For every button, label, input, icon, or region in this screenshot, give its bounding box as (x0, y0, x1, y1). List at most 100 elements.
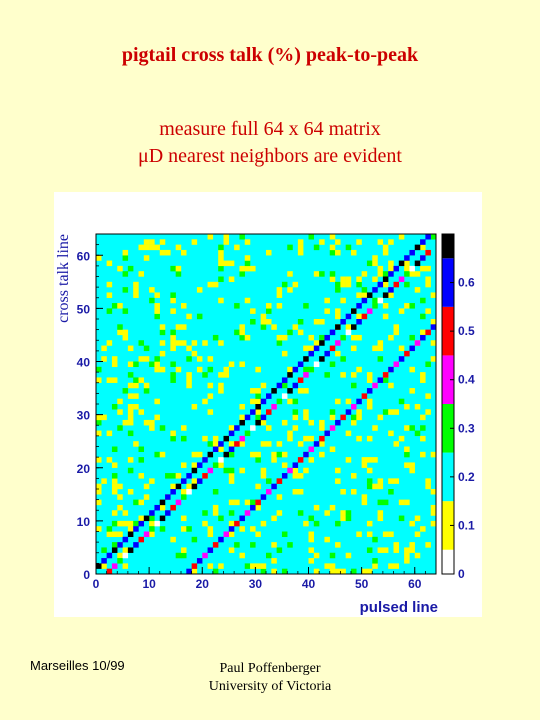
heatmap-cell (425, 409, 431, 415)
x-tick-label: 50 (355, 577, 369, 591)
heatmap-cell (425, 276, 431, 283)
heatmap-cell (404, 265, 410, 272)
heatmap-diagonal-cell (292, 382, 299, 389)
heatmap-diagonal-cell (266, 489, 272, 495)
heatmap-cell (430, 504, 437, 511)
heatmap-diagonal-cell (377, 377, 384, 383)
colorbar-tick-label: 0 (458, 567, 465, 581)
heatmap-cell (404, 425, 410, 431)
heatmap-cell (186, 372, 192, 378)
heatmap-diagonal-cell (398, 356, 405, 362)
heatmap-cell (281, 419, 288, 426)
heatmap-cell (207, 234, 214, 240)
heatmap-cell (143, 356, 150, 362)
heatmap-cell (138, 356, 145, 362)
heatmap-diagonal-cell (382, 276, 389, 283)
heatmap-cell (228, 441, 235, 447)
heatmap-cell (356, 334, 362, 341)
heatmap-diagonal-cell (117, 558, 123, 564)
heatmap-cell (303, 467, 309, 474)
colorbar-band (442, 501, 454, 550)
heatmap-cell (361, 287, 368, 293)
heatmap-diagonal-cell (393, 265, 400, 272)
y-axis-ticks: 0 10 20 30 40 50 60 (77, 233, 103, 582)
heatmap-cell (260, 382, 267, 389)
heatmap-cell (366, 377, 373, 383)
heatmap-diagonal-cell (366, 308, 373, 314)
heatmap-diagonal-cell (345, 313, 352, 320)
heatmap-cell (138, 499, 145, 506)
heatmap-diagonal-cell (271, 404, 277, 410)
heatmap-cell (324, 536, 330, 543)
heatmap-diagonal-cell (308, 366, 315, 373)
heatmap-cell (255, 457, 261, 463)
colorbar-tick-label: 0.4 (458, 373, 475, 387)
heatmap-cell (175, 552, 182, 559)
heatmap-cell (420, 297, 426, 304)
heatmap-cell (366, 568, 373, 575)
heatmap-cell (207, 441, 214, 447)
heatmap-cell (170, 292, 176, 298)
heatmap-cell (276, 334, 283, 341)
heatmap-cell (398, 345, 405, 352)
heatmap-cell (122, 329, 129, 336)
heatmap-cell (398, 234, 405, 240)
heatmap-cell (170, 430, 176, 437)
heatmap-cell (127, 526, 134, 532)
heatmap-cell (335, 239, 341, 245)
heatmap-diagonal-cell (372, 382, 378, 389)
subtitle-line-1: measure full 64 x 64 matrix (159, 118, 381, 140)
heatmap-cell (313, 340, 320, 346)
heatmap-cell (127, 265, 134, 272)
heatmap-cell (271, 324, 277, 330)
heatmap-diagonal-cell (297, 361, 304, 368)
heatmap-cell (191, 451, 198, 458)
heatmap-cell (324, 297, 330, 304)
heatmap-cell (127, 520, 134, 527)
heatmap-diagonal-cell (228, 430, 235, 437)
heatmap-diagonal-cell (271, 388, 277, 394)
heatmap-cell (377, 499, 384, 506)
heatmap-cell (138, 409, 145, 415)
heatmap-diagonal-cell (398, 276, 405, 283)
heatmap-cell (287, 542, 293, 548)
heatmap-cell (196, 287, 203, 293)
heatmap-cell (149, 478, 155, 484)
heatmap-diagonal-cell (351, 308, 357, 314)
heatmap-diagonal-cell (223, 531, 230, 538)
heatmap-cell (308, 457, 315, 463)
heatmap-cell (207, 409, 214, 415)
heatmap-cell (181, 547, 187, 553)
heatmap-cell (404, 547, 410, 553)
colorbar-band (442, 549, 454, 574)
heatmap-cell (122, 287, 129, 293)
heatmap-cell (255, 398, 261, 405)
heatmap-cell (175, 244, 182, 251)
heatmap-diagonal-cell (287, 388, 293, 394)
heatmap-cell (239, 526, 245, 532)
heatmap-diagonal-cell (345, 329, 352, 336)
heatmap-cell (335, 520, 341, 527)
heatmap-cell (212, 510, 219, 516)
heatmap-cell (96, 255, 102, 261)
heatmap-cell (271, 451, 277, 458)
heatmap-cell (361, 462, 368, 468)
heatmap-cell (170, 345, 176, 352)
heatmap-cell (154, 366, 160, 373)
heatmap-cell (388, 382, 394, 389)
heatmap-diagonal-cell (255, 419, 261, 426)
heatmap-cell (244, 239, 251, 245)
heatmap-cell (186, 377, 192, 383)
heatmap-cell (351, 489, 357, 495)
heatmap-diagonal-cell (319, 435, 325, 442)
heatmap-cell (106, 526, 113, 532)
heatmap-cell (228, 499, 235, 506)
heatmap-diagonal-cell (351, 324, 357, 330)
heatmap-cell (425, 265, 431, 272)
heatmap-cell (430, 340, 437, 346)
heatmap-cell (186, 356, 192, 362)
heatmap-diagonal-cell (366, 388, 373, 394)
heatmap-diagonal-cell (372, 303, 378, 309)
heatmap-diagonal-cell (212, 446, 219, 453)
heatmap-cell (218, 265, 224, 272)
